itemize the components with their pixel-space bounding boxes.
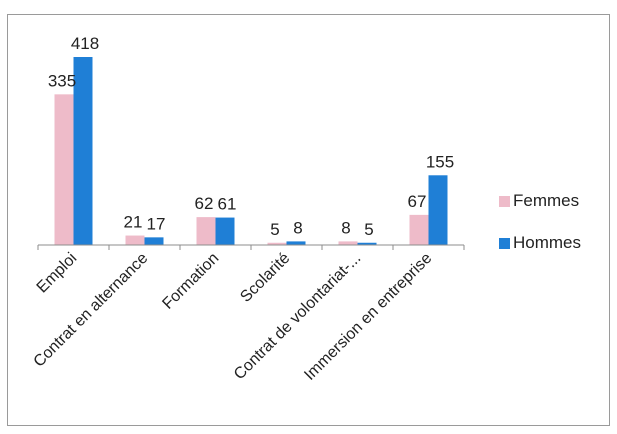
bar-femmes-1 <box>125 235 145 245</box>
x-axis-ticks <box>37 245 465 250</box>
bar-femmes-2 <box>196 217 216 245</box>
legend-label-femmes: Femmes <box>513 191 579 210</box>
x-tick-label-0: Emploi <box>34 250 81 297</box>
x-tick-label-5: Immersion en entreprise <box>301 250 435 384</box>
data-label-hommes-0: 418 <box>71 34 99 53</box>
bar-femmes-4 <box>338 241 358 245</box>
data-label-hommes-4: 5 <box>364 220 373 239</box>
data-label-hommes-3: 8 <box>293 218 302 237</box>
data-label-femmes-2: 62 <box>195 194 214 213</box>
legend-swatch-femmes <box>499 196 510 207</box>
x-tick-label-2: Formation <box>159 250 222 313</box>
legend-swatch-hommes <box>499 238 510 249</box>
bar-hommes-1 <box>144 237 164 245</box>
data-label-hommes-2: 61 <box>218 195 237 214</box>
bar-hommes-3 <box>286 241 306 245</box>
legend-label-hommes: Hommes <box>513 233 581 252</box>
bar-femmes-3 <box>267 242 287 245</box>
x-tick-label-4: Contrat de volontariat-... <box>231 250 364 383</box>
bar-hommes-4 <box>357 242 377 245</box>
data-label-femmes-1: 21 <box>124 213 143 232</box>
data-label-femmes-3: 5 <box>270 220 279 239</box>
bar-hommes-5 <box>428 175 448 245</box>
data-label-femmes-0: 335 <box>48 71 76 90</box>
x-tick-label-3: Scolarité <box>237 250 293 306</box>
data-label-femmes-5: 67 <box>408 192 427 211</box>
bar-femmes-0 <box>54 94 74 246</box>
bar-hommes-2 <box>215 217 235 245</box>
data-label-hommes-1: 17 <box>147 214 166 233</box>
x-tick-label-1: Contrat en alternance <box>31 250 152 371</box>
data-label-femmes-4: 8 <box>341 218 350 237</box>
legend: Femmes Hommes <box>499 191 581 252</box>
data-label-hommes-5: 155 <box>426 152 454 171</box>
bar-hommes-0 <box>73 57 93 245</box>
bar-femmes-5 <box>409 214 429 245</box>
bars-layer <box>54 57 448 246</box>
chart-frame <box>7 14 610 426</box>
